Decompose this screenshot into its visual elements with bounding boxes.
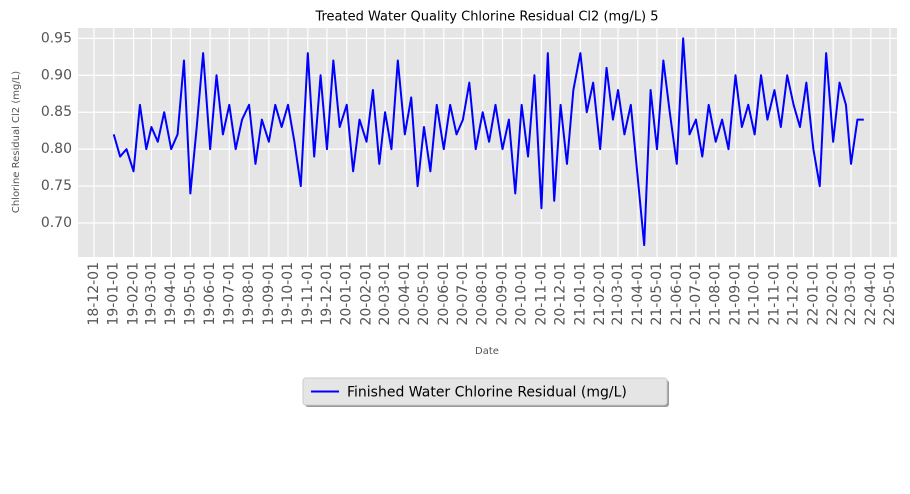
legend-label: Finished Water Chlorine Residual (mg/L) [347, 385, 627, 401]
chart-title: Treated Water Quality Chlorine Residual … [314, 10, 658, 25]
x-tick-label: 20-02-01 [359, 262, 375, 326]
x-tick-label: 19-11-01 [300, 262, 316, 326]
x-tick-label: 20-09-01 [495, 262, 511, 326]
x-tick-label: 19-12-01 [319, 262, 335, 326]
y-tick-label: 0.85 [41, 104, 72, 120]
x-tick-label: 20-08-01 [475, 262, 491, 326]
x-tick-label: 20-11-01 [533, 262, 549, 326]
x-tick-label: 21-12-01 [786, 262, 802, 326]
x-tick-label: 19-04-01 [163, 262, 179, 326]
x-tick-label: 22-01-01 [805, 262, 821, 326]
x-tick-label: 19-02-01 [126, 262, 142, 326]
x-tick-label: 22-04-01 [863, 262, 879, 326]
plot-area [78, 28, 897, 257]
x-tick-label: 20-06-01 [436, 262, 452, 326]
x-tick-label: 19-07-01 [221, 262, 237, 326]
x-tick-label: 19-03-01 [143, 262, 159, 326]
x-tick-label: 21-11-01 [766, 262, 782, 326]
x-tick-label: 19-08-01 [241, 262, 257, 326]
x-tick-label: 20-01-01 [339, 262, 355, 326]
x-tick-label: 19-10-01 [280, 262, 296, 326]
y-axis-label: Chlorine Residual Cl2 (mg/L) [11, 71, 22, 213]
y-tick-label: 0.80 [41, 141, 72, 157]
x-tick-label: 21-09-01 [727, 262, 743, 326]
x-tick-label: 20-03-01 [377, 262, 393, 326]
x-axis-label: Date [475, 346, 499, 357]
x-tick-label: 22-03-01 [843, 262, 859, 326]
legend-box [302, 377, 668, 406]
x-tick-label: 21-07-01 [688, 262, 704, 326]
x-tick-label: 20-07-01 [455, 262, 471, 326]
x-tick-label: 20-10-01 [514, 262, 530, 326]
x-tick-label: 22-05-01 [882, 262, 898, 326]
x-tick-label: 21-05-01 [649, 262, 665, 326]
y-tick-label: 0.90 [41, 67, 72, 83]
x-tick-label: 20-05-01 [416, 262, 432, 326]
y-tick-label: 0.95 [41, 30, 72, 46]
data-line [112, 37, 864, 247]
x-tick-label: 19-09-01 [261, 262, 277, 326]
x-tick-label: 19-06-01 [202, 262, 218, 326]
x-tick-label: 20-12-01 [553, 262, 569, 326]
x-tick-label: 21-06-01 [669, 262, 685, 326]
x-tick-label: 22-02-01 [825, 262, 841, 326]
x-tick-label: 21-08-01 [708, 262, 724, 326]
x-tick-label: 20-04-01 [397, 262, 413, 326]
x-tick-label: 21-04-01 [630, 262, 646, 326]
x-tick-label: 21-10-01 [747, 262, 763, 326]
x-tick-label: 19-05-01 [182, 262, 198, 326]
y-tick-label: 0.75 [41, 178, 72, 194]
x-tick-label: 18-12-01 [86, 262, 102, 326]
x-tick-label: 21-02-01 [592, 262, 608, 326]
x-tick-label: 21-01-01 [572, 262, 588, 326]
x-tick-label: 19-01-01 [106, 262, 122, 326]
x-tick-label: 21-03-01 [610, 262, 626, 326]
y-tick-label: 0.70 [41, 215, 72, 231]
